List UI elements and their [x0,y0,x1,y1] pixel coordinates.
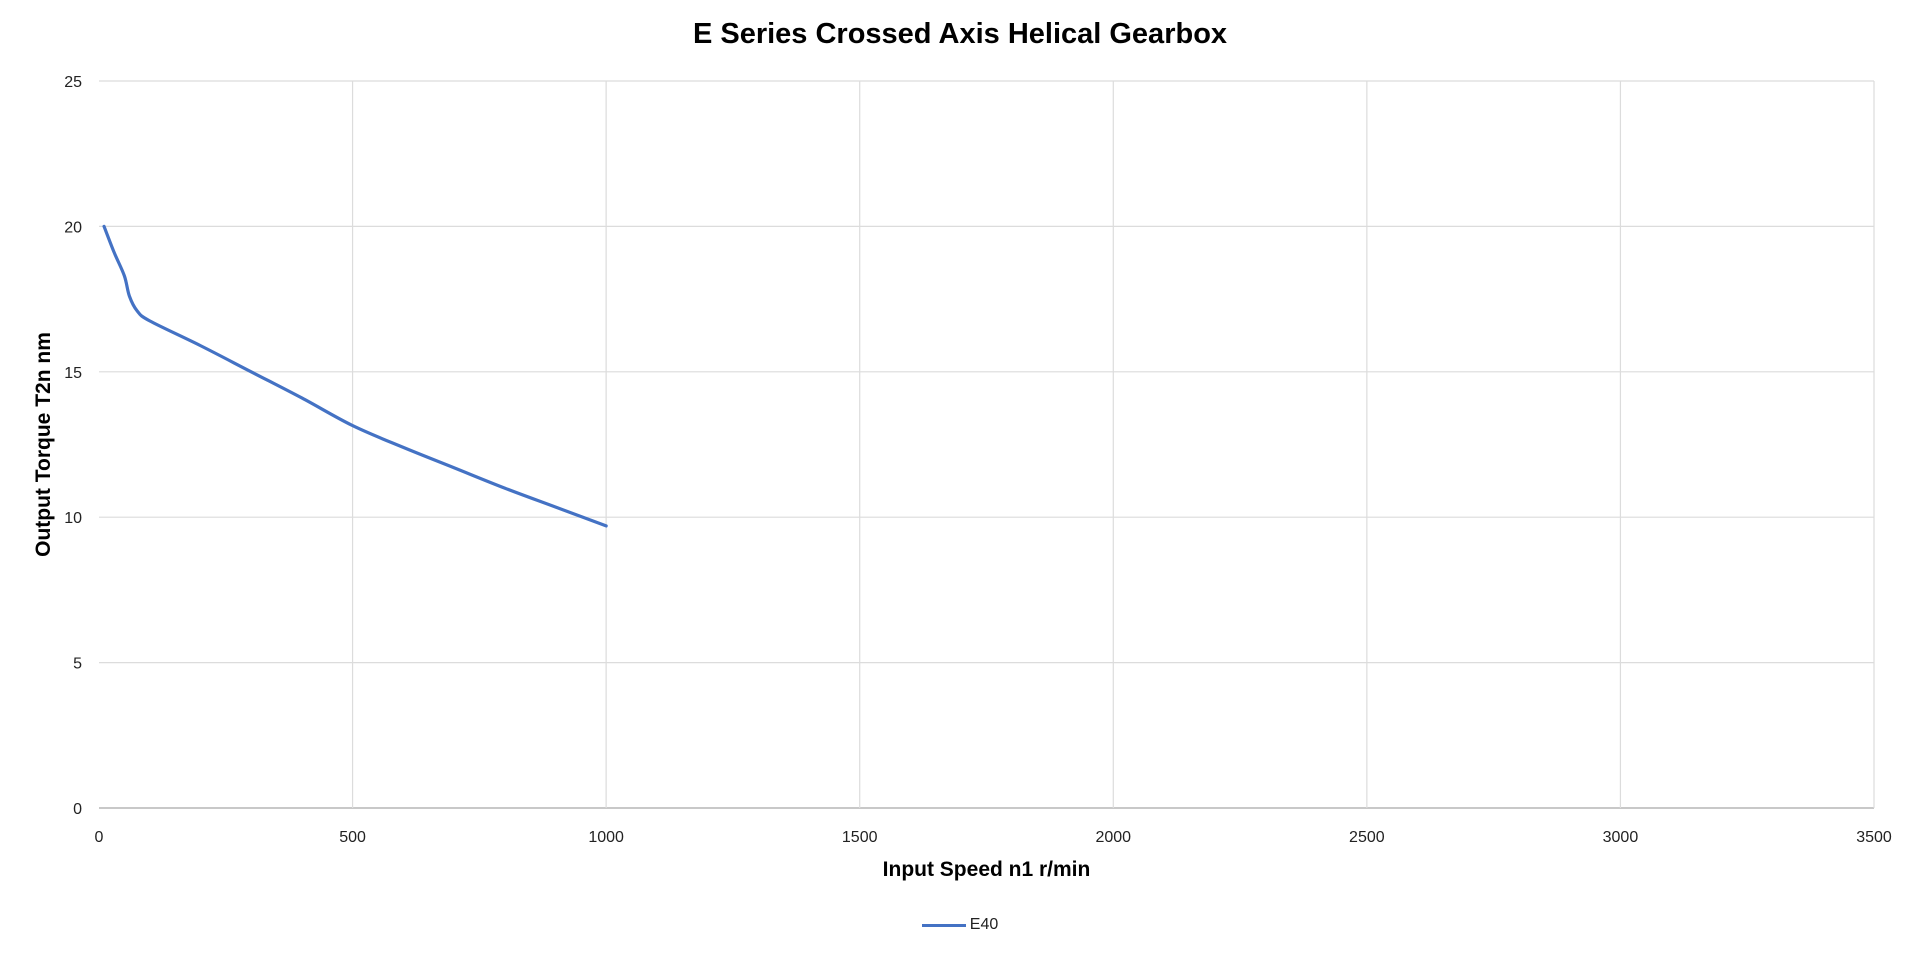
x-tick-label: 2500 [1349,829,1385,846]
legend-swatch [921,923,966,927]
y-tick-label: 20 [64,219,82,236]
legend-item: E40 [921,916,999,934]
x-tick-label: 1500 [842,829,878,846]
chart-title: E Series Crossed Axis Helical Gearbox [692,18,1228,50]
y-tick-label: 0 [73,801,82,818]
y-axis-label: Output Torque T2n nm [32,332,55,557]
x-tick-label: 1000 [588,829,624,846]
x-tick-label: 0 [95,829,104,846]
y-tick-label: 15 [64,365,82,382]
x-axis-label: Input Speed n1 r/min [883,858,1091,881]
x-tick-label: 3500 [1856,829,1892,846]
legend: E40 [0,916,1920,934]
y-tick-label: 5 [73,656,82,673]
x-tick-label: 3000 [1603,829,1639,846]
legend-label: E40 [969,916,999,933]
x-tick-label: 500 [339,829,366,846]
x-tick-label: 2000 [1095,829,1131,846]
y-tick-label: 10 [64,510,82,527]
series-line-e40 [102,224,608,528]
y-tick-label: 25 [64,74,82,91]
